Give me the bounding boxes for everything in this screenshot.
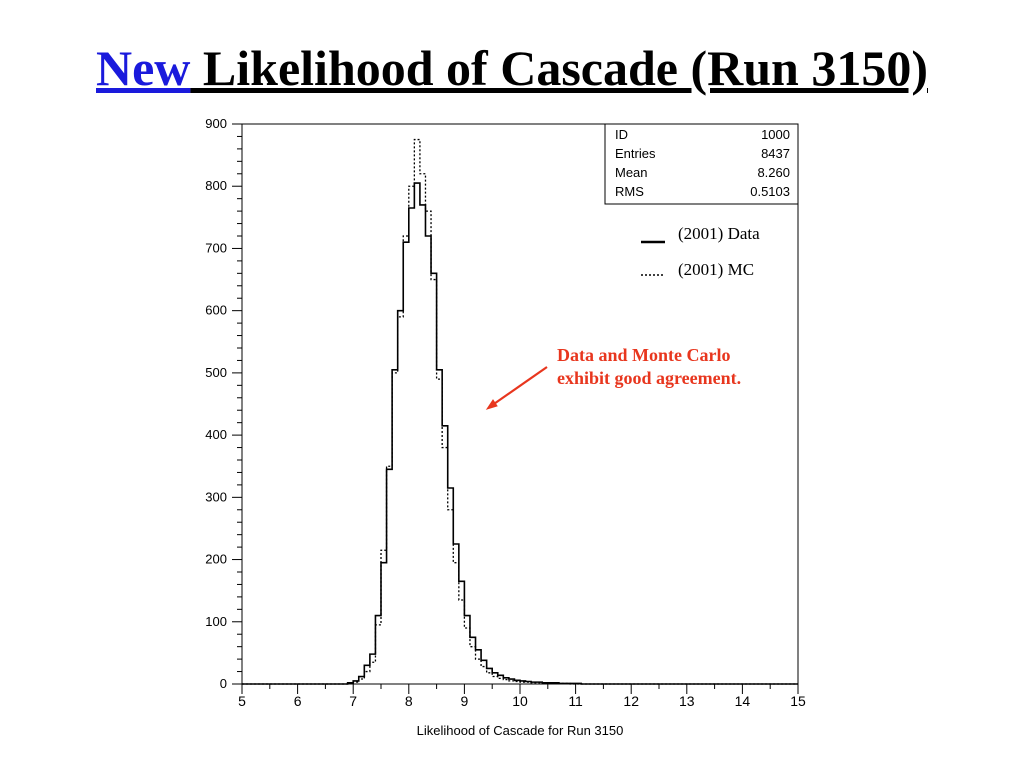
plot-frame bbox=[241, 123, 799, 685]
x-tick-label: 11 bbox=[568, 693, 583, 709]
stats-box bbox=[604, 123, 799, 205]
x-tick-label: 13 bbox=[679, 693, 695, 709]
y-tick-label: 700 bbox=[205, 240, 227, 255]
x-tick-label: 12 bbox=[623, 693, 639, 709]
callout-arrow-line bbox=[490, 366, 548, 407]
x-tick-label: 5 bbox=[238, 693, 246, 709]
x-tick-label: 14 bbox=[735, 693, 751, 709]
y-tick-label: 600 bbox=[205, 303, 227, 318]
callout-note: Data and Monte Carlo exhibit good agreem… bbox=[557, 345, 742, 388]
stats-value: 0.5103 bbox=[750, 184, 790, 199]
stats-value: 8.260 bbox=[757, 165, 790, 180]
stats-label: Mean bbox=[615, 165, 648, 180]
y-tick-label: 200 bbox=[205, 552, 227, 567]
y-tick-label: 300 bbox=[205, 489, 227, 504]
x-axis-label: Likelihood of Cascade for Run 3150 bbox=[417, 723, 624, 738]
slide-title: New Likelihood of Cascade (Run 3150) bbox=[0, 38, 1024, 98]
y-tick-label: 800 bbox=[205, 178, 227, 193]
stats-value: 1000 bbox=[761, 127, 790, 142]
x-tick-label: 6 bbox=[294, 693, 302, 709]
y-tick-label: 0 bbox=[220, 676, 227, 691]
legend-label: (2001) Data bbox=[678, 224, 760, 243]
x-tick-label: 8 bbox=[405, 693, 413, 709]
x-tick-label: 15 bbox=[790, 693, 806, 709]
title-main-text: Likelihood of Cascade (Run 3150) bbox=[190, 40, 928, 96]
y-tick-label: 500 bbox=[205, 365, 227, 380]
y-tick-label: 400 bbox=[205, 427, 227, 442]
y-tick-label: 900 bbox=[205, 116, 227, 131]
mc-series-line bbox=[242, 138, 798, 685]
stats-label: ID bbox=[615, 127, 628, 142]
stats-label: Entries bbox=[615, 146, 656, 161]
stats-label: RMS bbox=[615, 184, 644, 199]
title-new-word: New bbox=[96, 40, 191, 96]
legend-label: (2001) MC bbox=[678, 260, 754, 279]
x-tick-label: 7 bbox=[349, 693, 357, 709]
x-tick-label: 10 bbox=[512, 693, 528, 709]
callout-arrowhead-icon bbox=[485, 399, 498, 410]
stats-value: 8437 bbox=[761, 146, 790, 161]
y-tick-label: 100 bbox=[205, 614, 227, 629]
x-tick-label: 9 bbox=[461, 693, 469, 709]
data-series-line bbox=[242, 182, 798, 685]
